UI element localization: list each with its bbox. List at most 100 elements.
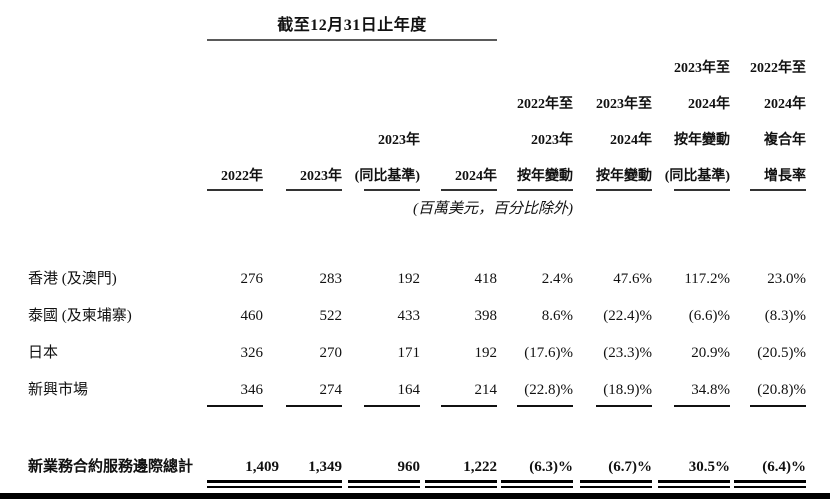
col-header-line: 2022年至 [750, 61, 807, 76]
col-header-line: 按年變動 [674, 133, 731, 148]
col-header-line: 按年變動 [596, 169, 653, 184]
cell-value: 192 [474, 345, 498, 361]
col-header-rule [596, 189, 653, 191]
total-cell-value: (6.7)% [580, 458, 653, 488]
col-header-line: (同比基準) [664, 169, 731, 184]
cell-value: (17.6)% [524, 345, 574, 361]
cell-value: 117.2% [684, 271, 731, 287]
row-label: 新興市場 [28, 382, 89, 398]
col-header-line: 2024年 [764, 97, 807, 112]
row-hong-kong-macau: 香港 (及澳門) 276 283 192 418 2.4% 47.6% 117.… [28, 264, 806, 301]
cell-value: 34.8% [674, 381, 731, 407]
col-header-line: 2024年 [455, 169, 498, 184]
cell-value: 460 [240, 308, 264, 324]
period-span-rule [207, 39, 498, 41]
new-business-csm-table: 截至12月31日止年度 2022年 2023年 2023年 (同比基準) [28, 16, 807, 499]
col-header-2023-restated: 2023年 (同比基準) [342, 41, 420, 191]
col-header-rule [517, 189, 574, 191]
unit-note-row: (百萬美元，百分比除外) [28, 191, 806, 264]
row-label: 日本 [28, 345, 59, 361]
cell-value: 274 [286, 381, 342, 407]
col-header-line: 2023年至 [596, 97, 653, 112]
cell-value: (20.8)% [750, 381, 807, 407]
cell-value: 270 [319, 345, 343, 361]
col-header-rule [674, 189, 731, 191]
cell-value: 433 [397, 308, 421, 324]
cell-value: 522 [319, 308, 343, 324]
spacer-cell [28, 41, 207, 191]
cell-value: 8.6% [541, 308, 574, 324]
col-header-rule [750, 189, 807, 191]
total-row-label: 新業務合約服務邊際總計 [28, 459, 194, 475]
col-header-yoy-2023-2024: 2023年至 2024年 按年變動 [573, 41, 653, 191]
cell-value: (18.9)% [596, 381, 653, 407]
col-header-2023: 2023年 [263, 41, 342, 191]
cell-value: 164 [364, 381, 420, 407]
col-header-line: 2022年 [221, 169, 263, 184]
spacer-cell [573, 191, 806, 264]
cell-value: 192 [397, 271, 421, 287]
spacer-cell [497, 16, 806, 41]
cell-value: 418 [474, 271, 498, 287]
period-span-header: 截至12月31日止年度 [277, 17, 427, 34]
col-header-rule [441, 189, 498, 191]
col-header-line: 按年變動 [517, 169, 574, 184]
col-header-rule [364, 189, 420, 191]
row-japan: 日本 326 270 171 192 (17.6)% (23.3)% 20.9%… [28, 338, 806, 375]
unit-note-cell: (百萬美元，百分比除外) [28, 191, 573, 264]
cell-value: 2.4% [541, 271, 574, 287]
row-label: 香港 (及澳門) [28, 271, 117, 287]
total-cell-value: 30.5% [658, 458, 731, 488]
total-cell-value: 1,222 [425, 458, 498, 488]
total-cell-value: 960 [348, 458, 420, 488]
cell-value: (22.8)% [517, 381, 574, 407]
total-cell-value: (6.3)% [501, 458, 574, 488]
cell-value: 276 [240, 271, 264, 287]
col-header-line: 2023年 [378, 133, 420, 148]
col-header-line: 2022年至 [517, 97, 574, 112]
cell-value: 398 [474, 308, 498, 324]
cell-value: (22.4)% [603, 308, 653, 324]
column-header-row: 2022年 2023年 2023年 (同比基準) 2024年 2022 [28, 41, 807, 191]
cell-value: 326 [240, 345, 264, 361]
col-header-line: 2023年 [300, 169, 342, 184]
spacer-cell [28, 16, 207, 41]
bottom-border [0, 493, 830, 499]
cell-value: 20.9% [691, 345, 731, 361]
period-span-header-row: 截至12月31日止年度 [28, 16, 806, 41]
col-header-line: 複合年 [764, 133, 807, 148]
cell-value: 23.0% [767, 271, 807, 287]
col-header-2022: 2022年 [207, 41, 263, 191]
col-header-yoy-2023-2024-restated: 2023年至 2024年 按年變動 (同比基準) [652, 41, 731, 191]
col-header-cagr-2022-2024: 2022年至 2024年 複合年 增長率 [730, 41, 807, 191]
cell-value: 346 [207, 381, 263, 407]
cell-value: 171 [397, 345, 421, 361]
cell-value: (23.3)% [603, 345, 653, 361]
cell-value: 47.6% [613, 271, 653, 287]
row-label: 泰國 (及柬埔寨) [28, 308, 132, 324]
total-cell-value: 1,409 [207, 458, 279, 488]
row-total-new-business-csm: 新業務合約服務邊際總計 1,409 1,349 960 1,222 (6.3)%… [28, 412, 807, 499]
cell-value: (8.3)% [764, 308, 807, 324]
col-header-yoy-2022-2023: 2022年至 2023年 按年變動 [497, 41, 574, 191]
cell-value: 283 [319, 271, 343, 287]
col-header-rule [207, 189, 263, 191]
row-emerging-markets: 新興市場 346 274 164 214 (22.8)% (18.9)% 34.… [28, 375, 807, 412]
unit-note: (百萬美元，百分比除外) [413, 201, 574, 217]
cell-value: 214 [441, 381, 498, 407]
col-header-line: 2023年 [531, 133, 574, 148]
period-span-cell: 截至12月31日止年度 [207, 16, 498, 41]
cell-value: (20.5)% [757, 345, 807, 361]
total-cell-value: 1,349 [270, 458, 342, 488]
cell-value: (6.6)% [688, 308, 731, 324]
col-header-line: 2024年 [688, 97, 731, 112]
total-cell-value: (6.4)% [734, 458, 807, 488]
col-header-line: 2024年 [610, 133, 653, 148]
col-header-line: 增長率 [764, 169, 807, 184]
col-header-rule [286, 189, 342, 191]
col-header-2024: 2024年 [420, 41, 498, 191]
row-thailand-cambodia: 泰國 (及柬埔寨) 460 522 433 398 8.6% (22.4)% (… [28, 301, 806, 338]
col-header-line: (同比基準) [354, 169, 420, 184]
col-header-line: 2023年至 [674, 61, 731, 76]
